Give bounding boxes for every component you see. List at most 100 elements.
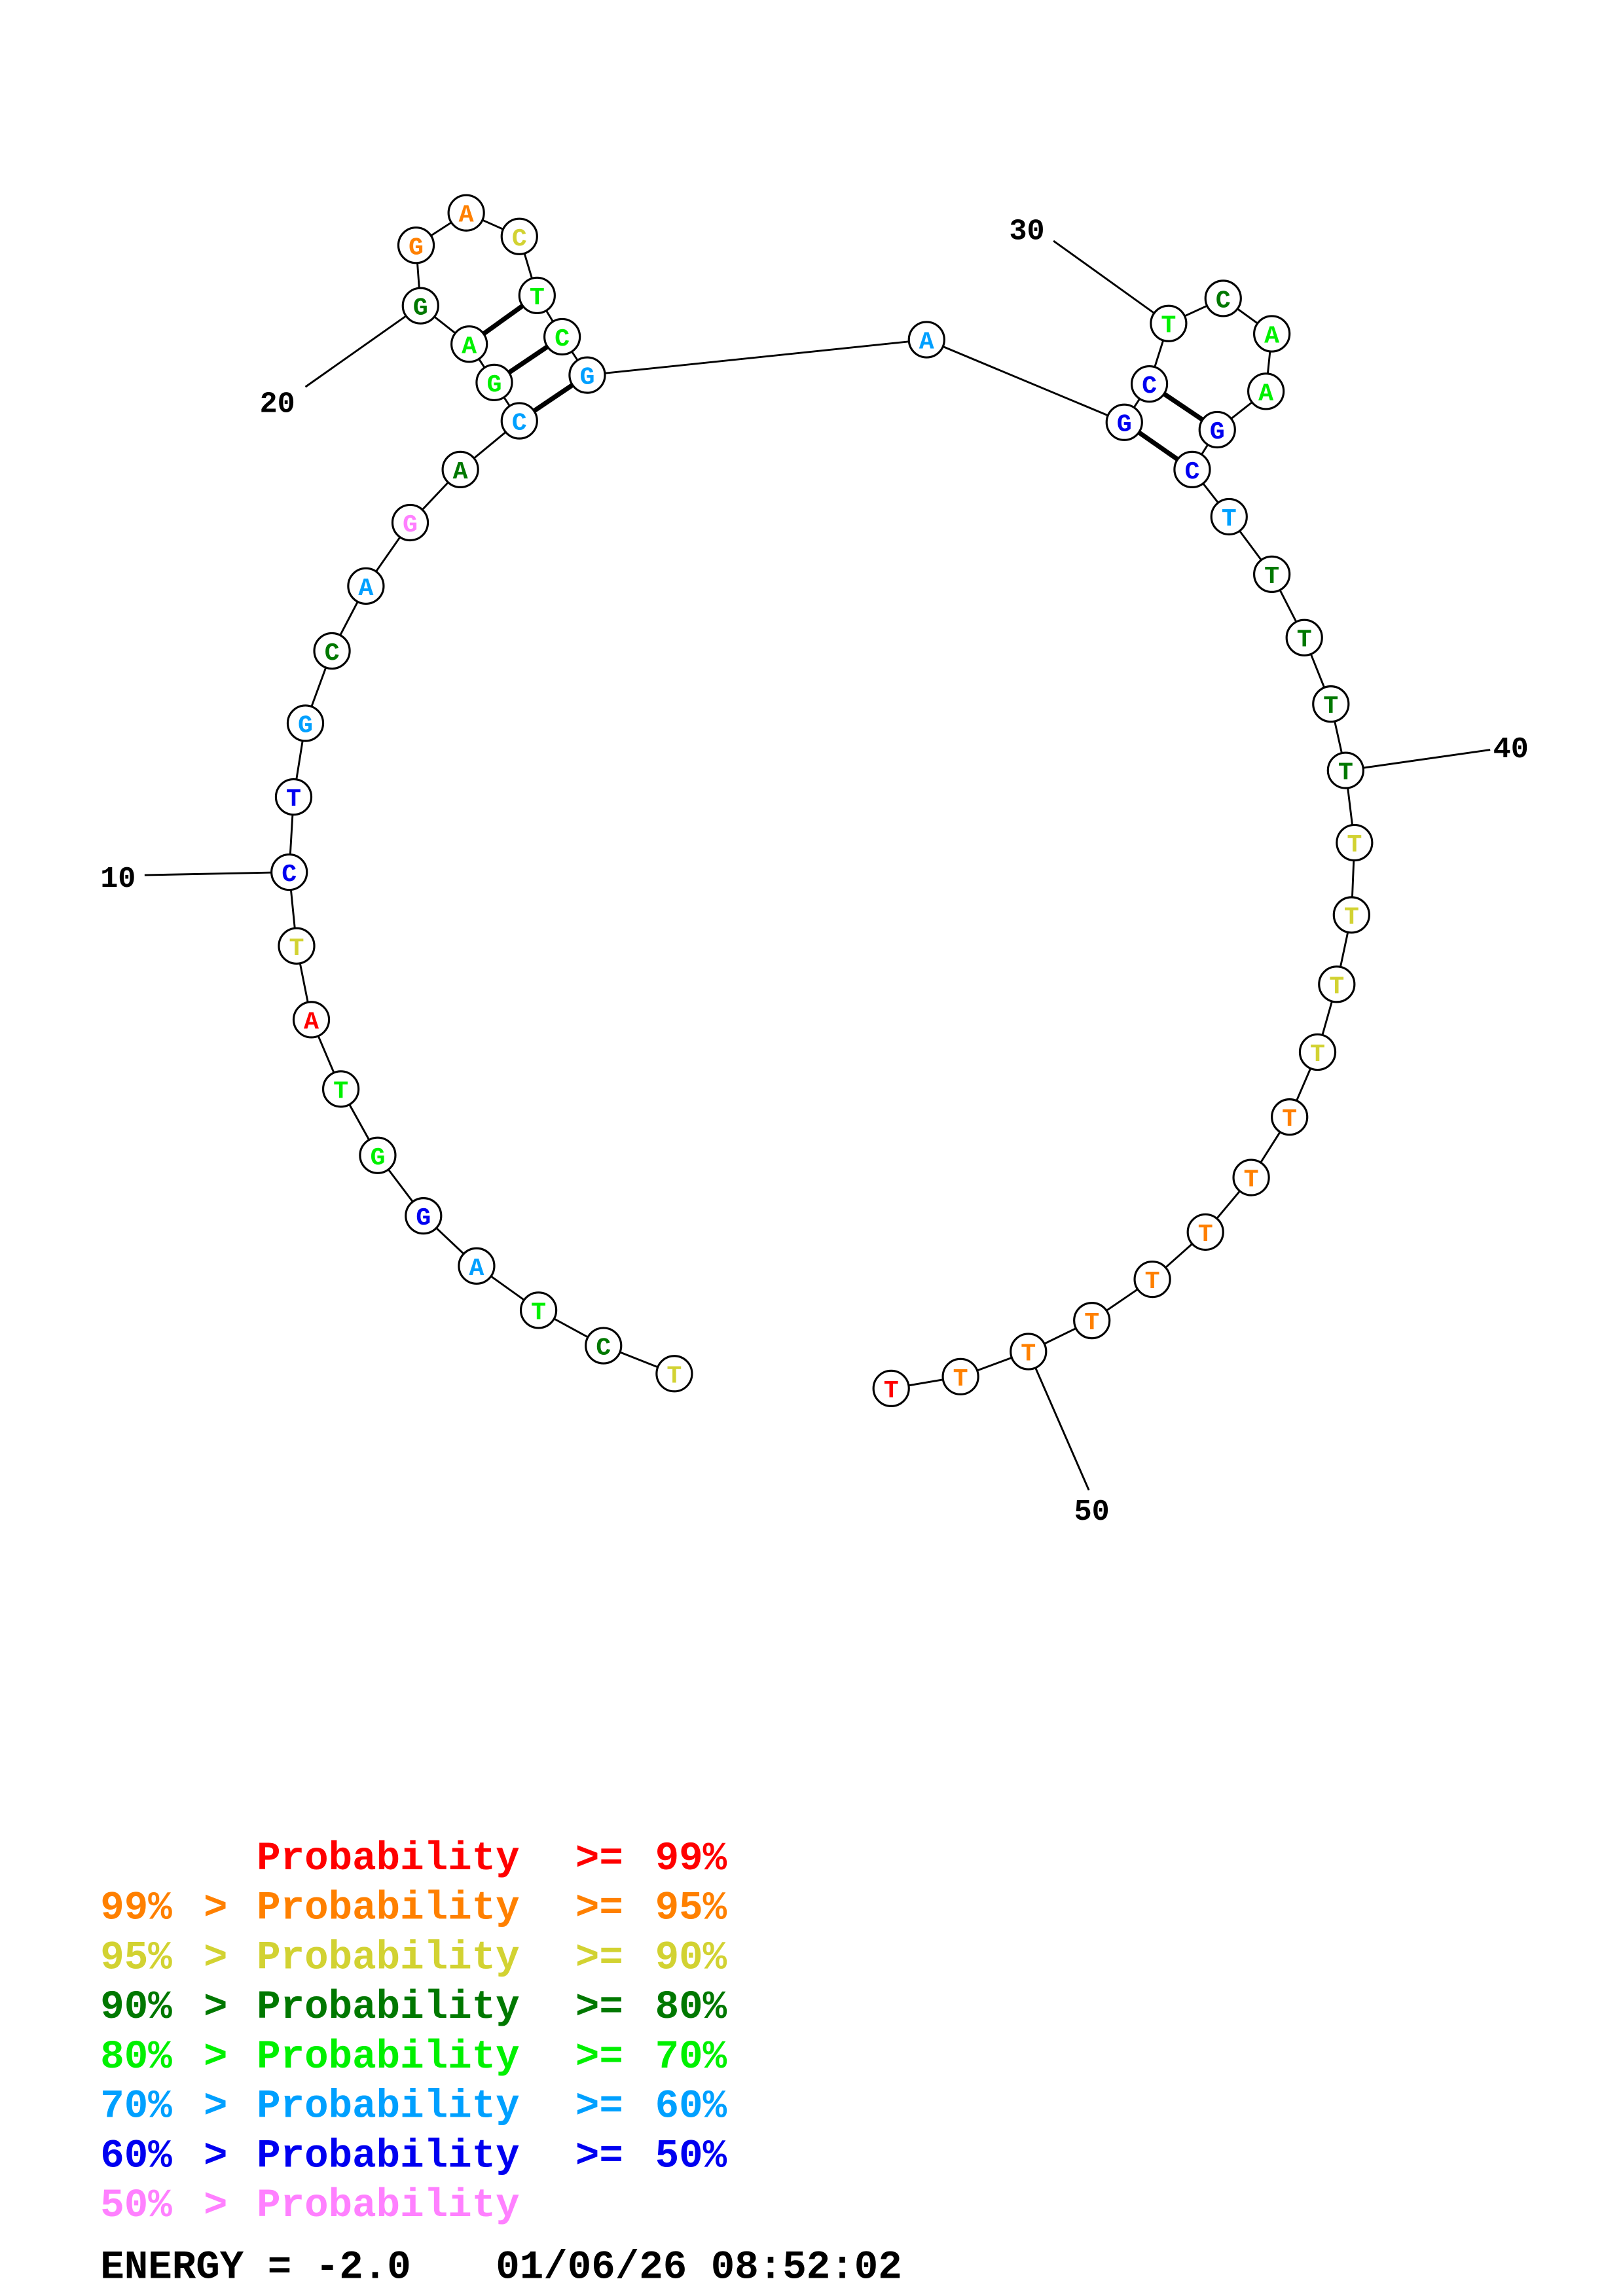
nucleotide-45: T [1271,1098,1309,1136]
nucleotide-letter: A [358,574,373,603]
nucleotide-circle [655,1355,693,1393]
nucleotide-letter: T [1145,1267,1160,1296]
nucleotide-25: C [543,317,581,356]
nucleotide-circle [1247,372,1285,410]
nucleotide-letter: G [1117,410,1132,439]
energy-value: ENERGY = -2.0 [100,2245,411,2290]
legend-row: 60% > Probability >= 50% [100,2134,727,2179]
legend-gt: > [204,2183,228,2229]
nucleotide-23: C [500,217,538,255]
nucleotide-letter: G [409,233,424,262]
legend-row: 95% > Probability >= 90% [100,1935,727,1981]
legend-ge: >= [575,1935,623,1981]
legend-gt: > [204,2035,228,2080]
nucleotide-circle [1010,1333,1048,1371]
nucleotide-letter: C [1142,372,1157,401]
nucleotide-letter: T [1344,903,1359,931]
nucleotide-letter: A [1258,379,1273,408]
nucleotide-circle [1332,896,1370,934]
nucleotide-41: T [1336,823,1374,862]
position-labels: 10 20 30 40 50 [100,215,1529,1529]
nucleotide-circle [500,217,538,255]
legend-label: Probability [257,1935,520,1981]
nucleotide-14: A [347,567,385,605]
nucleotide-letter: C [282,860,297,889]
nucleotide-circle [286,704,325,742]
nucleotide-circle [1326,751,1364,789]
backbone [288,211,1356,1390]
nucleotide-32: A [1253,315,1291,353]
nucleotide-circle [270,853,308,891]
position-label: 10 [100,862,136,896]
legend-prefix: 99% [100,1886,172,1931]
nucleotide-circle [1198,410,1236,449]
nucleotide-letter: A [453,457,468,486]
nucleotide-letter: G [1210,418,1225,446]
nucleotide-20: G [401,287,439,325]
nucleotide-8: A [292,1001,331,1039]
legend-ge: >= [575,1985,623,2030]
nucleotide-circle [1210,497,1248,536]
position-label: 40 [1493,732,1529,766]
legend-ge: >= [575,2035,623,2080]
nucleotide-21: G [397,226,435,264]
nucleotide-9: T [278,927,316,965]
nucleotide-47: T [1186,1213,1224,1251]
nucleotide-letter: T [1329,972,1344,1001]
nucleotide-circle [321,1070,360,1108]
nucleotide-circle [447,194,485,232]
legend-row: 99% > Probability >= 95% [100,1886,727,1931]
nucleotide-circle [1253,555,1291,593]
legend-gt: > [204,1935,228,1981]
nucleotide-16: A [441,450,479,488]
nucleotide-circle [1336,823,1374,862]
position-tick [1345,749,1491,772]
legend-row: 50% > Probability [100,2183,519,2229]
nucleotide-34: G [1198,410,1236,449]
nucleotide-circle [872,1369,910,1407]
legend-value: 50% [655,2134,727,2179]
nucleotide-37: T [1253,555,1291,593]
backbone-link [587,338,927,376]
nucleotide-22: A [447,194,485,232]
nucleotide-letter: T [1084,1308,1099,1337]
nucleotide-33: A [1247,372,1285,410]
nucleotide-44: T [1298,1033,1337,1071]
nucleotide-circle [475,363,513,401]
nucleotide-circle [1318,965,1356,1003]
position-tick [304,304,422,388]
nucleotide-circle [907,321,945,359]
nucleotide-circle [359,1136,397,1174]
nucleotide-1: T [655,1355,693,1393]
legend-gt: > [204,2134,228,2179]
nucleotide-12: G [286,704,325,742]
legend-ge: >= [575,2085,623,2130]
nucleotide-48: T [1133,1260,1171,1299]
legend-label: Probability [257,2085,520,2130]
nucleotide-6: G [359,1136,397,1174]
nucleotide-51: T [941,1357,979,1395]
nucleotide-letter: T [286,785,301,814]
nucleotides: TCTAGGTATCTGCAGACGAGGACTCGAGCTCAAGCTTTTT… [270,194,1374,1407]
legend-gt: > [204,1886,228,1931]
legend-gt: > [204,2085,228,2130]
nucleotide-letter: T [1347,831,1362,859]
legend-label: Probability [257,1985,520,2030]
legend-label: Probability [257,1837,520,1882]
nucleotide-circle [401,287,439,325]
nucleotide-letter: A [469,1254,484,1283]
nucleotide-letter: T [884,1376,899,1405]
nucleotide-letter: T [289,934,304,963]
nucleotide-circle [568,356,606,394]
nucleotide-circle [313,632,351,670]
nucleotide-10: C [270,853,308,891]
nucleotide-letter: A [462,332,477,361]
legend-value: 70% [655,2035,727,2080]
nucleotide-circle [441,450,479,488]
nucleotide-letter: T [1198,1220,1213,1249]
nucleotide-28: G [1105,403,1143,441]
nucleotide-letter: T [531,1298,546,1327]
nucleotide-27: A [907,321,945,359]
nucleotide-circle [1105,403,1143,441]
nucleotide-letter: T [1222,505,1237,533]
